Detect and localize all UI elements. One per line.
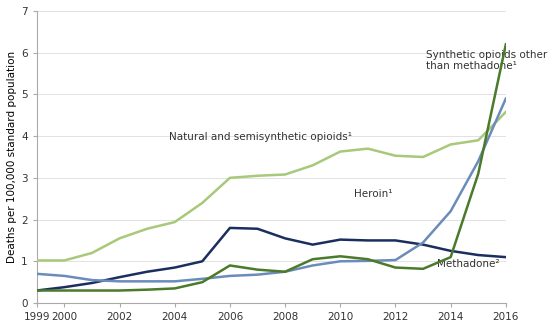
Text: Heroin¹: Heroin¹ [354, 189, 393, 199]
Text: Methadone²: Methadone² [437, 259, 500, 269]
Text: Synthetic opioids other
than methadone¹: Synthetic opioids other than methadone¹ [426, 50, 547, 71]
Y-axis label: Deaths per 100,000 standard population: Deaths per 100,000 standard population [7, 51, 17, 263]
Text: Natural and semisynthetic opioids¹: Natural and semisynthetic opioids¹ [169, 132, 352, 142]
